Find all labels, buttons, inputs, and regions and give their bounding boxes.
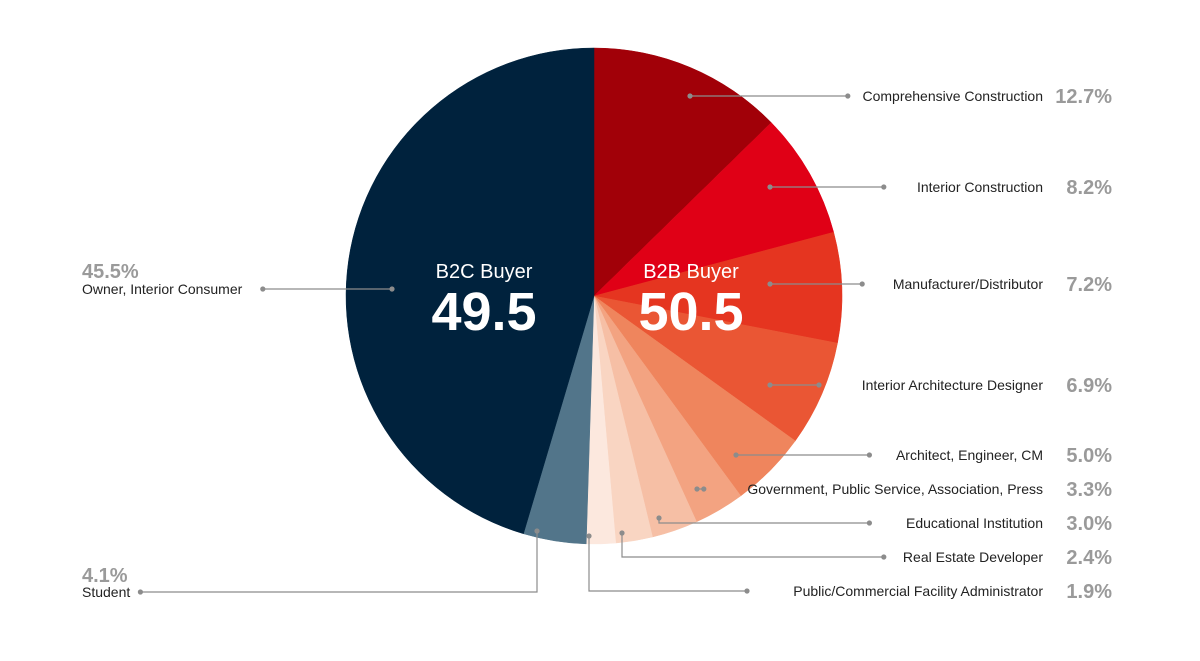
leader-line [658,518,870,524]
leader-dot-end [866,452,873,458]
pie-slices [345,47,843,545]
leader-dot-end [866,520,873,526]
slice-label-text: Architect, Engineer, CM [896,447,1043,463]
slice-label-text: Real Estate Developer [903,549,1043,565]
leader-line [621,533,884,558]
pie-slice-3 [593,231,843,344]
leader-lines [137,93,887,595]
slice-label-text: Public/Commercial Facility Administrator [793,583,1043,599]
slice-label-text: Interior Construction [917,179,1043,195]
leader-line [588,536,747,592]
slice-label-text: Comprehensive Construction [862,88,1043,104]
slice-value-text: 2.4% [1066,547,1112,569]
leader-dot-end [744,588,750,594]
slice-label-text: Educational Institution [906,515,1043,531]
slice-value-text: 6.9% [1066,375,1112,397]
slice-value-text: 3.0% [1066,513,1112,535]
slice-label-text: Interior Architecture Designer [862,377,1044,393]
slice-value-text: 8.2% [1066,177,1112,199]
b2c-group-label: B2C Buyer [436,261,533,283]
slice-label-text: Student [82,584,130,600]
leader-dot-end [881,184,887,190]
slice-value-text: 5.0% [1066,445,1112,467]
leader-dot-end [845,93,851,99]
leader-line [140,531,538,593]
slice-label-text: Manufacturer/Distributor [893,276,1044,292]
slice-value-text: 45.5% [82,261,139,283]
pie-slice-11 [345,47,595,535]
slice-label-text: Owner, Interior Consumer [82,281,243,297]
pie-slice-4 [593,295,838,442]
b2c-group-value: 49.5 [431,282,536,342]
leader-dot-end [859,281,865,287]
slice-value-text: 12.7% [1055,86,1112,108]
leader-dot-end [260,286,266,292]
slice-value-text: 3.3% [1066,479,1112,501]
leader-dot-end [881,554,887,560]
slice-value-text: 7.2% [1066,274,1112,296]
leader-dot-end [137,589,143,595]
pie-slice-2 [593,122,834,297]
slice-labels: Comprehensive Construction 12.7% Interior … [82,86,1112,603]
b2b-group-value: 50.5 [638,282,743,342]
b2b-group-label: B2B Buyer [643,261,739,283]
slice-value-text: 1.9% [1066,581,1112,603]
pie-slice-1 [593,47,772,297]
leader-dot-end [816,382,822,388]
slice-value-text: 4.1% [82,565,128,587]
slice-label-text: Government, Public Service, Association,… [747,481,1043,497]
group-labels: B2C Buyer 49.5 B2B Buyer 50.5 [431,261,743,342]
leader-dot-end [701,486,707,492]
